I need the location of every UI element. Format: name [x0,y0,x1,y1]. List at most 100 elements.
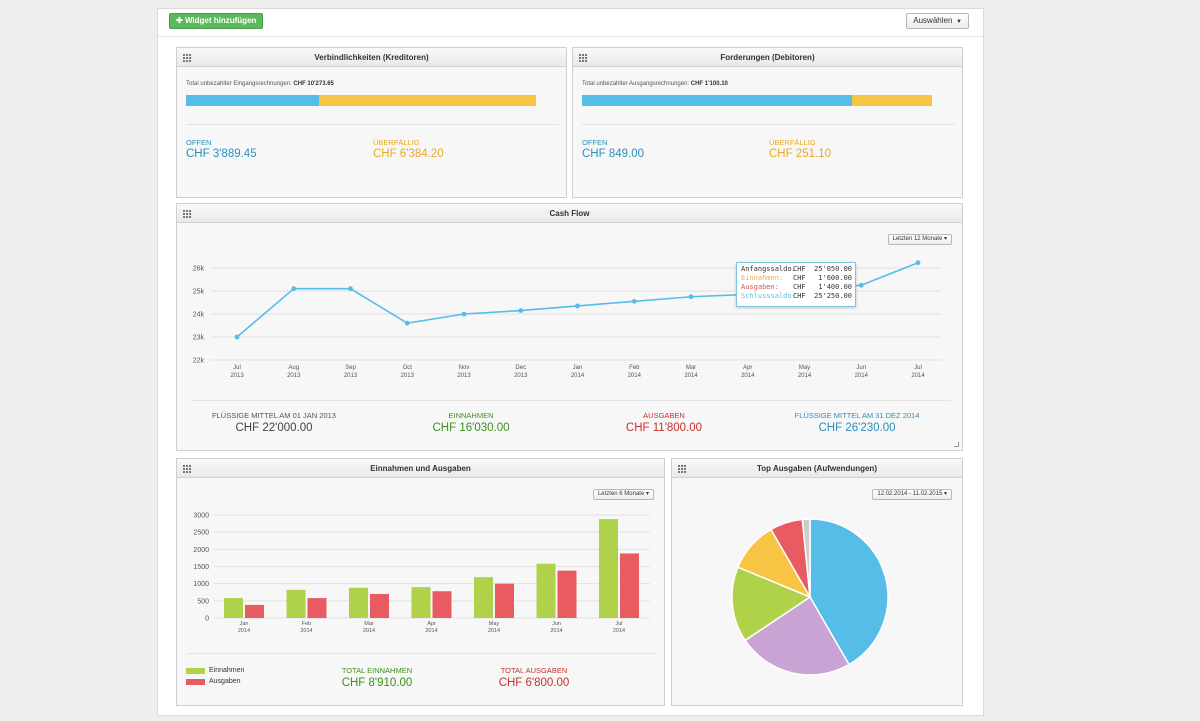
stat-label: FLÜSSIGE MITTEL AM 31 DEZ 2014 [794,411,920,420]
x-tick-label: 2013 [457,373,471,379]
y-tick-label: 23k [193,335,205,342]
x-tick-label: Sep [345,365,356,371]
x-tick-label: 2014 [798,373,812,379]
bar-einnahmen [411,587,431,618]
x-tick-label: 2013 [230,373,244,379]
data-point [688,294,694,300]
select-dropdown-button[interactable]: Auswählen ▼ [906,13,969,29]
x-tick-label: 2014 [684,373,698,379]
x-tick-label: May [799,365,810,371]
divider [187,653,657,654]
x-tick-label: Feb [302,621,311,627]
toolbar-divider [158,36,983,37]
x-tick-label: 2013 [401,373,415,379]
tooltip-key: Ausgaben: [741,283,779,291]
caret-down-icon: ▾ [942,236,947,242]
total-label: Total unbezahlter Ausgangsrechnungen: [582,81,690,87]
widget-header[interactable]: Einnahmen und Ausgaben [177,459,664,478]
x-tick-label: 2014 [300,628,312,634]
bar-ausgaben [495,583,514,618]
data-point [461,311,467,317]
x-tick-label: Oct [403,365,413,371]
x-tick-label: Jan [573,365,583,371]
x-tick-label: 2013 [344,373,358,379]
divider [582,124,955,125]
stat-value: CHF 16'030.00 [432,422,510,434]
tooltip-row: Anfangssaldo:CHF 25'050.00 [741,265,853,274]
drag-handle-icon[interactable] [678,465,687,473]
x-tick-label: 2014 [238,628,250,634]
x-tick-label: Jul [233,365,241,371]
x-tick-label: 2014 [855,373,869,379]
widget-header[interactable]: Cash Flow [177,204,962,223]
stat-value: CHF 11'800.00 [625,422,703,434]
plus-icon: ✚ [176,16,183,25]
open-progress-bar [582,95,852,106]
y-tick-label: 3000 [193,513,209,520]
pie-slice [809,518,889,666]
top-ausgaben-pie-chart [731,518,889,676]
drag-handle-icon[interactable] [579,54,588,62]
y-tick-label: 26k [193,266,205,273]
tooltip-value: CHF 1'400.00 [793,283,853,291]
total-in-value: CHF 8'910.00 [341,677,413,689]
tooltip-value: CHF 25'050.00 [793,265,853,273]
y-tick-label: 24k [193,312,205,319]
x-tick-label: Dec [515,365,526,371]
widget-kreditoren: Verbindlichkeiten (Kreditoren) Total unb… [176,47,567,198]
widget-header[interactable]: Verbindlichkeiten (Kreditoren) [177,48,566,67]
y-tick-label: 0 [205,616,209,623]
pie-slice [731,566,812,642]
total-in-label: TOTAL EINNAHMEN [341,666,413,675]
cashflow-range-select[interactable]: Letzten 12 Monate ▾ [887,234,952,245]
top-ausgaben-range-select[interactable]: 12.02.2014 - 11.02.2015 ▾ [872,489,952,500]
total-text: Total unbezahlter Ausgangsrechnungen: CH… [582,81,728,87]
open-label: OFFEN [186,138,212,147]
legend-swatch-ausgaben [186,679,205,685]
range-select-label: 12.02.2014 - 11.02.2015 [877,491,943,497]
data-point [518,308,524,313]
open-value: CHF 3'889.45 [186,148,257,160]
einaus-bar-chart: 050010001500200025003000Jan2014Feb2014Ma… [193,513,650,634]
bar-ausgaben [307,598,327,618]
x-tick-label: Mar [686,365,696,371]
x-tick-label: Apr [427,621,436,627]
y-tick-label: 2500 [193,530,209,537]
caret-down-icon: ▾ [942,491,947,497]
tooltip-key: Anfangssaldo: [741,265,796,273]
total-value: CHF 1'100.10 [690,81,728,87]
tooltip-key: Schlusssaldo: [741,292,796,300]
data-point [631,298,637,304]
x-tick-label: 2014 [550,628,562,634]
widget-title: Cash Flow [549,209,590,218]
einaus-range-select[interactable]: Letzten 6 Monate ▾ [592,489,654,500]
widget-title: Verbindlichkeiten (Kreditoren) [314,53,429,62]
bar-einnahmen [474,577,493,618]
x-tick-label: Apr [743,365,752,371]
stat-label: FLÜSSIGE MITTEL AM 01 JAN 2013 [212,411,336,420]
drag-handle-icon[interactable] [183,54,192,62]
x-tick-label: Jul [914,365,922,371]
legend-label: Ausgaben [209,678,241,685]
bar-einnahmen [536,563,556,618]
x-tick-label: 2014 [628,373,642,379]
tooltip-row: Schlusssaldo:CHF 25'250.00 [741,292,852,301]
x-tick-label: 2014 [613,628,625,634]
drag-handle-icon[interactable] [183,465,192,473]
divider [191,400,951,401]
bar-ausgaben [432,591,452,618]
drag-handle-icon[interactable] [183,210,192,218]
x-tick-label: Jan [240,621,249,627]
widget-header[interactable]: Forderungen (Debitoren) [573,48,962,67]
stat-label: AUSGABEN [643,411,685,420]
total-out-value: CHF 6'800.00 [498,677,570,689]
x-tick-label: Aug [288,365,299,371]
widget-title: Forderungen (Debitoren) [720,53,815,62]
resize-handle-icon[interactable] [954,442,959,447]
stat-label: EINNAHMEN [448,411,494,420]
cashflow-tooltip: Anfangssaldo:CHF 25'050.00 Einnahmen: CHF… [736,262,856,307]
legend-label: Einnahmen [209,667,245,674]
widget-header[interactable]: Top Ausgaben (Aufwendungen) [672,459,962,478]
x-tick-label: 2014 [911,373,925,379]
add-widget-button[interactable]: ✚ Widget hinzufügen [169,13,264,29]
